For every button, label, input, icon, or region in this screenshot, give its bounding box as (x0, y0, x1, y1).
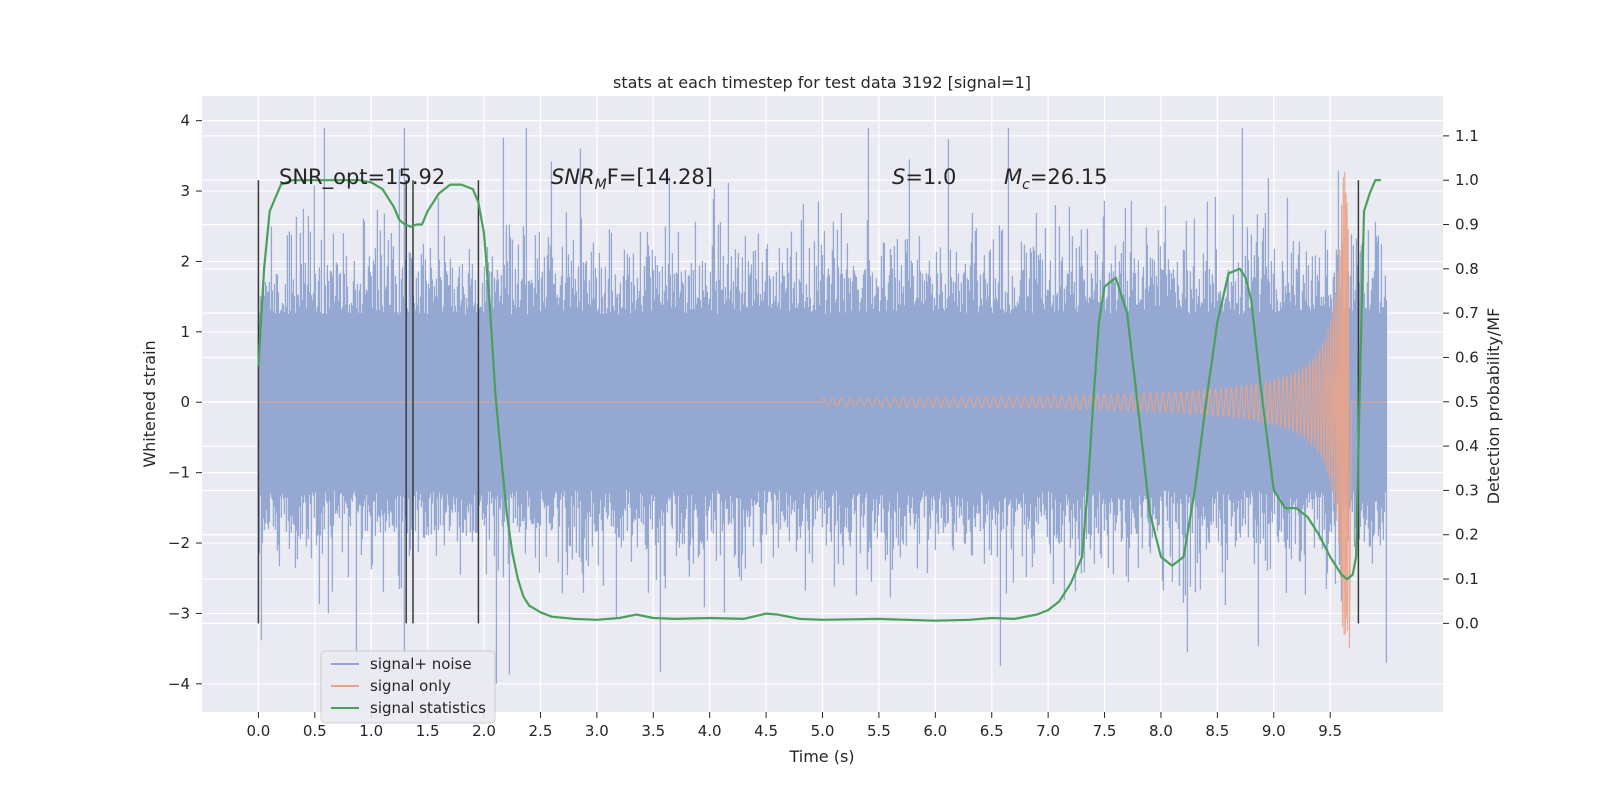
y-right-tick-label: 0.7 (1455, 304, 1479, 322)
legend-label-signal-plus-noise: signal+ noise (370, 655, 472, 673)
y-right-tick-label: 0.9 (1455, 216, 1479, 234)
x-tick-label: 3.0 (585, 722, 609, 740)
y-right-tick-label: 0.4 (1455, 437, 1479, 455)
x-tick-label: 5.0 (811, 722, 835, 740)
y-left-tick-label: 1 (180, 323, 190, 341)
x-tick-label: 4.0 (698, 722, 722, 740)
y-axis-right-ticks: 0.0 0.1 0.2 0.3 0.4 0.5 0.6 0.7 0.8 0.9 1.0 1.1 (1443, 127, 1479, 632)
x-tick-label: 1.5 (416, 722, 440, 740)
x-tick-label: 6.5 (980, 722, 1004, 740)
y-left-tick-label: 0 (180, 393, 190, 411)
x-tick-label: 0.5 (303, 722, 327, 740)
y-right-tick-label: 0.2 (1455, 526, 1479, 544)
x-tick-label: 2.5 (529, 722, 553, 740)
legend-box (320, 650, 496, 724)
annotation-mc-label: M (1004, 165, 1022, 189)
x-tick-label: 7.5 (1093, 722, 1117, 740)
x-tick-label: 9.0 (1262, 722, 1286, 740)
y-axis-left-label: Whitened strain (140, 340, 159, 467)
y-left-tick-label: −3 (168, 604, 190, 622)
legend: signal+ noise signal only signal statist… (320, 650, 496, 724)
x-tick-label: 5.5 (867, 722, 891, 740)
y-right-tick-label: 0.1 (1455, 570, 1479, 588)
legend-label-signal-only: signal only (370, 677, 451, 695)
legend-label-signal-statistics: signal statistics (370, 699, 486, 717)
annotation-snr-mf-tail: F=[14.28] (607, 165, 713, 189)
annotation-snr-mf-label: SNR (551, 165, 595, 189)
annotation-snr-mf: SNRMF=[14.28] (551, 165, 713, 193)
annotation-mc-value: =26.15 (1030, 165, 1108, 189)
y-right-tick-label: 0.8 (1455, 260, 1479, 278)
y-right-tick-label: 0.5 (1455, 393, 1479, 411)
x-tick-label: 6.0 (923, 722, 947, 740)
annotation-s-value: =1.0 (905, 165, 956, 189)
y-right-tick-label: 0.0 (1455, 614, 1479, 632)
y-axis-left-ticks: −4 −3 −2 −1 0 1 2 3 4 (168, 112, 202, 693)
annotation-snr-opt: SNR_opt=15.92 (279, 165, 445, 190)
y-left-tick-label: −4 (168, 675, 190, 693)
y-left-tick-label: −2 (168, 534, 190, 552)
y-left-tick-label: −1 (168, 464, 190, 482)
y-left-tick-label: 4 (180, 112, 190, 130)
x-tick-label: 4.5 (754, 722, 778, 740)
annotation-s: S=1.0 (892, 165, 956, 189)
annotation-snr-mf-sub: M (595, 177, 607, 193)
x-tick-label: 8.5 (1205, 722, 1229, 740)
x-tick-label: 3.5 (641, 722, 665, 740)
signal-statistics-line (257, 179, 1381, 622)
series-signal-statistics (257, 179, 1381, 622)
x-axis-ticks: 0.0 0.5 1.0 1.5 2.0 2.5 3.0 3.5 4.0 4.5 5.0 5.5 6.0 6… (246, 712, 1342, 740)
annotation-mc-sub: c (1022, 177, 1030, 193)
x-tick-label: 0.0 (246, 722, 270, 740)
y-left-tick-label: 3 (180, 182, 190, 200)
x-axis-label: Time (s) (788, 747, 854, 766)
annotation-s-label: S (892, 165, 905, 189)
x-tick-label: 8.0 (1149, 722, 1173, 740)
x-tick-label: 1.0 (359, 722, 383, 740)
x-tick-label: 2.0 (472, 722, 496, 740)
x-tick-label: 7.0 (1036, 722, 1060, 740)
chart-title: stats at each timestep for test data 319… (613, 73, 1031, 92)
y-axis-right-label: Detection probability/MF (1484, 308, 1503, 505)
y-left-tick-label: 2 (180, 252, 190, 270)
vertical-markers (257, 180, 1360, 624)
y-right-tick-label: 0.3 (1455, 481, 1479, 499)
y-right-tick-label: 0.6 (1455, 348, 1479, 366)
y-right-tick-label: 1.0 (1455, 171, 1479, 189)
x-tick-label: 9.5 (1318, 722, 1342, 740)
y-right-tick-label: 1.1 (1455, 127, 1479, 145)
annotation-mc: Mc=26.15 (1004, 165, 1108, 193)
